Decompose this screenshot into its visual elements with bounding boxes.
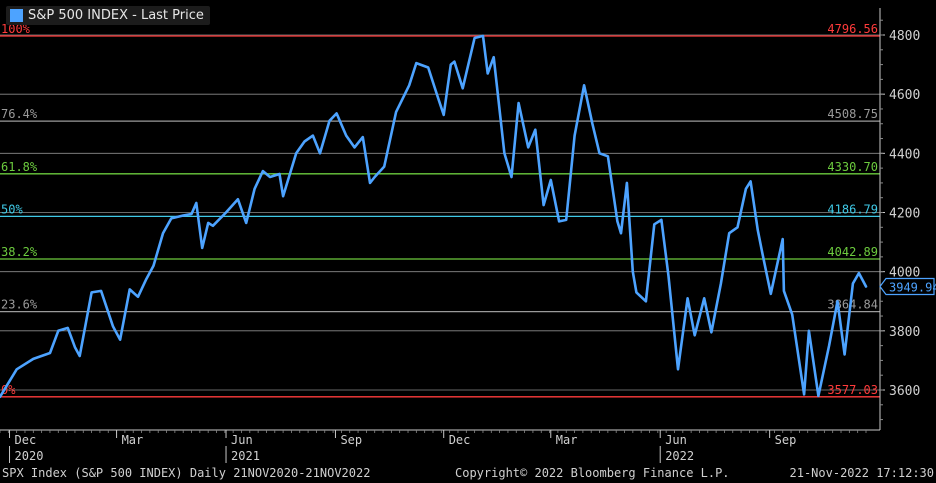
x-tick-label: Sep — [340, 433, 362, 447]
last-price-label: 3949.94 — [889, 280, 936, 294]
price-series — [0, 34, 868, 399]
x-tick-label: Mar — [556, 433, 578, 447]
chart-legend: S&P 500 INDEX - Last Price — [6, 6, 210, 25]
footer-bar: SPX Index (S&P 500 INDEX) Daily 21NOV202… — [0, 463, 936, 483]
grid-lines — [0, 34, 880, 391]
fib-pct-label: 23.6% — [1, 298, 38, 312]
x-tick-label: Mar — [122, 433, 144, 447]
fib-pct-label: 0% — [1, 383, 16, 397]
fib-value-label: 4042.89 — [827, 245, 878, 259]
y-tick-label: 4000 — [889, 266, 920, 281]
fib-pct-label: 61.8% — [1, 160, 38, 174]
x-tick-label: Sep — [775, 433, 797, 447]
fib-pct-label: 76.4% — [1, 107, 38, 121]
x-tick-label: Jun — [231, 433, 253, 447]
x-tick-label: Jun — [665, 433, 687, 447]
fib-value-label: 4508.75 — [827, 107, 878, 121]
y-tick-label: 4400 — [889, 147, 920, 162]
footer-copyright: Copyright© 2022 Bloomberg Finance L.P. — [455, 466, 730, 480]
fib-pct-label: 50% — [1, 202, 23, 216]
fib-pct-label: 100% — [1, 22, 31, 36]
last-price-tag — [879, 277, 935, 296]
y-tick-label: 4200 — [889, 207, 920, 222]
y-tick-label: 4800 — [889, 29, 920, 44]
x-year-label: 2020 — [15, 449, 44, 463]
x-year-label: 2022 — [665, 449, 694, 463]
fib-value-label: 4330.70 — [827, 160, 878, 174]
axes: 3600 3800 4000 4200 4400 4600 4800 3949.94 Dec 20… — [0, 8, 936, 463]
fib-value-label: 4186.79 — [827, 202, 878, 216]
fibonacci-levels: 100% 4796.56 76.4% 4508.75 61.8% 4330.70 50% 41… — [0, 22, 880, 398]
y-tick-label: 4600 — [889, 88, 920, 103]
y-tick-label: 3800 — [889, 325, 920, 340]
x-tick-label: Dec — [449, 433, 471, 447]
fib-value-label: 4796.56 — [827, 22, 878, 36]
legend-swatch — [10, 9, 23, 22]
fib-value-label: 3864.84 — [827, 298, 878, 312]
footer-timestamp: 21-Nov-2022 17:12:30 — [789, 466, 935, 480]
footer-ticker-info: SPX Index (S&P 500 INDEX) Daily 21NOV202… — [2, 466, 371, 480]
y-tick-label: 3600 — [889, 384, 920, 399]
x-tick-label: Dec — [15, 433, 37, 447]
fib-pct-label: 38.2% — [1, 245, 38, 259]
fib-value-label: 3577.03 — [827, 383, 878, 397]
price-chart: 100% 4796.56 76.4% 4508.75 61.8% 4330.70 50% 41… — [0, 8, 936, 463]
x-year-label: 2021 — [231, 449, 260, 463]
legend-label: S&P 500 INDEX - Last Price — [28, 8, 204, 23]
